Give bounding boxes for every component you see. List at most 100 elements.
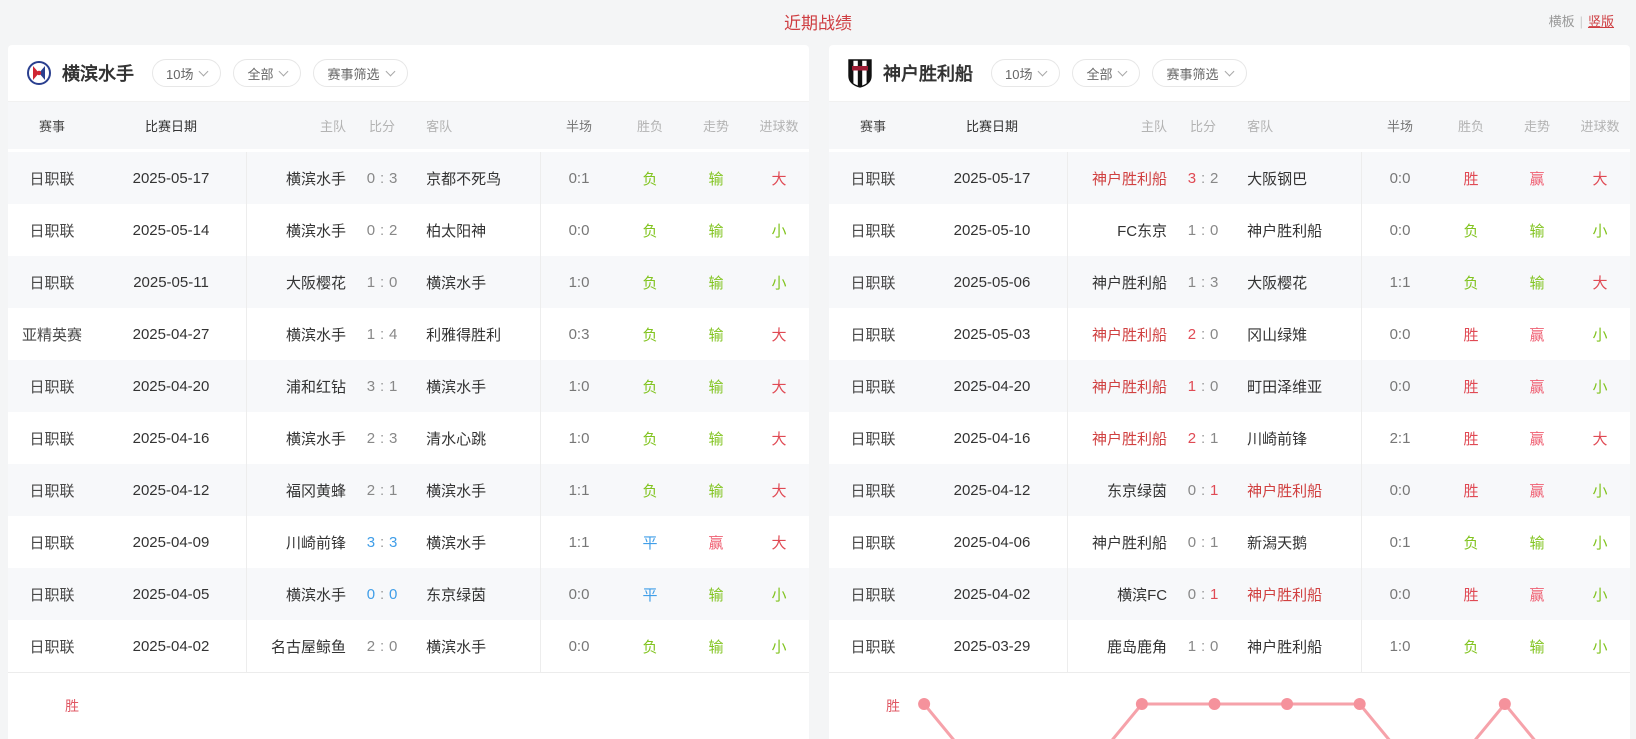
result-flag: 负 bbox=[642, 482, 658, 500]
match-date: 2025-04-16 bbox=[132, 429, 210, 447]
home-team-name[interactable]: 神户胜利船 bbox=[1092, 326, 1168, 344]
result-flag: 负 bbox=[642, 170, 658, 188]
away-team-name[interactable]: 新潟天鹅 bbox=[1247, 534, 1308, 552]
team-name[interactable]: 神户胜利船 bbox=[883, 64, 973, 84]
panel-vissel-kobe: 神户胜利船 10场 全部 赛事筛选 赛事 比赛日期 主队 比分 客队 半场 bbox=[829, 45, 1630, 739]
home-team-name[interactable]: 神户胜利船 bbox=[1092, 430, 1168, 448]
match-row[interactable]: 日职联 2025-05-17 横滨水手 0 : 3 京都不死鸟 0:1 负 输 … bbox=[8, 152, 809, 204]
home-score: 0 bbox=[366, 585, 376, 603]
home-team-name[interactable]: 神户胜利船 bbox=[1092, 170, 1168, 188]
filter-scope[interactable]: 全部 bbox=[233, 59, 302, 87]
away-team-name[interactable]: 横滨水手 bbox=[426, 274, 487, 292]
away-team-name[interactable]: 横滨水手 bbox=[426, 534, 487, 552]
away-team-name[interactable]: 大阪樱花 bbox=[1247, 274, 1308, 292]
home-team-name[interactable]: 横滨水手 bbox=[286, 170, 347, 188]
match-row[interactable]: 日职联 2025-04-05 横滨水手 0 : 0 东京绿茵 0:0 平 输 小 bbox=[8, 568, 809, 620]
result-flag: 负 bbox=[642, 222, 658, 240]
away-team-name[interactable]: 冈山绿雉 bbox=[1247, 326, 1308, 344]
away-team-name[interactable]: 神户胜利船 bbox=[1247, 482, 1323, 500]
full-time-score: 3 : 3 bbox=[346, 534, 418, 551]
filter-event[interactable]: 赛事筛选 bbox=[1152, 59, 1247, 87]
home-team-name[interactable]: 川崎前锋 bbox=[286, 534, 347, 552]
home-team-name[interactable]: 名古屋鲸鱼 bbox=[271, 638, 347, 656]
away-team-name[interactable]: 町田泽维亚 bbox=[1247, 378, 1323, 396]
away-team-name[interactable]: 清水心跳 bbox=[426, 430, 487, 448]
match-row[interactable]: 日职联 2025-04-20 神户胜利船 1 : 0 町田泽维亚 0:0 胜 赢… bbox=[829, 360, 1630, 412]
trend-flag: 输 bbox=[1529, 638, 1545, 656]
home-team-name[interactable]: 横滨FC bbox=[1117, 586, 1168, 604]
halftime-score: 1:0 bbox=[1389, 637, 1411, 655]
away-team-name[interactable]: 横滨水手 bbox=[426, 638, 487, 656]
filter-match-count[interactable]: 10场 bbox=[152, 59, 222, 87]
goals-flag: 小 bbox=[1592, 482, 1608, 500]
filter-scope[interactable]: 全部 bbox=[1072, 59, 1141, 87]
home-team-name[interactable]: FC东京 bbox=[1117, 222, 1168, 240]
home-team-name[interactable]: 大阪樱花 bbox=[286, 274, 347, 292]
match-row[interactable]: 亚精英赛 2025-04-27 横滨水手 1 : 4 利雅得胜利 0:3 负 输… bbox=[8, 308, 809, 360]
trend-chart-section: 胜 bbox=[829, 672, 1630, 739]
yokohama-marinos-logo-icon bbox=[27, 61, 51, 85]
match-row[interactable]: 日职联 2025-04-20 浦和红钻 3 : 1 横滨水手 1:0 负 输 大 bbox=[8, 360, 809, 412]
home-team-name[interactable]: 鹿岛鹿角 bbox=[1107, 638, 1168, 656]
away-team-name[interactable]: 横滨水手 bbox=[426, 482, 487, 500]
away-team-name[interactable]: 大阪钢巴 bbox=[1247, 170, 1308, 188]
away-team-name[interactable]: 利雅得胜利 bbox=[426, 326, 502, 344]
match-row[interactable]: 日职联 2025-05-17 神户胜利船 3 : 2 大阪钢巴 0:0 胜 赢 … bbox=[829, 152, 1630, 204]
score-colon: : bbox=[1200, 585, 1206, 603]
home-team-name[interactable]: 神户胜利船 bbox=[1092, 534, 1168, 552]
match-row[interactable]: 日职联 2025-04-02 名古屋鲸鱼 2 : 0 横滨水手 0:0 负 输 … bbox=[8, 620, 809, 672]
home-team-name[interactable]: 横滨水手 bbox=[286, 430, 347, 448]
match-row[interactable]: 日职联 2025-05-03 神户胜利船 2 : 0 冈山绿雉 0:0 胜 赢 … bbox=[829, 308, 1630, 360]
team-name[interactable]: 横滨水手 bbox=[62, 64, 134, 84]
match-date: 2025-04-05 bbox=[132, 585, 210, 603]
trend-flag: 输 bbox=[708, 378, 724, 396]
match-row[interactable]: 日职联 2025-04-06 神户胜利船 0 : 1 新潟天鹅 0:1 负 输 … bbox=[829, 516, 1630, 568]
league-name: 日职联 bbox=[850, 378, 896, 396]
home-team-name[interactable]: 神户胜利船 bbox=[1092, 378, 1168, 396]
match-row[interactable]: 日职联 2025-05-10 FC东京 1 : 0 神户胜利船 0:0 负 输 … bbox=[829, 204, 1630, 256]
match-date: 2025-05-10 bbox=[953, 221, 1031, 239]
home-team-name[interactable]: 横滨水手 bbox=[286, 222, 347, 240]
away-team-name[interactable]: 横滨水手 bbox=[426, 378, 487, 396]
trend-flag: 输 bbox=[708, 274, 724, 292]
home-score: 2 bbox=[1187, 429, 1197, 447]
away-score: 1 bbox=[388, 481, 398, 499]
result-flag: 胜 bbox=[1463, 482, 1479, 500]
match-date: 2025-05-11 bbox=[133, 273, 209, 291]
col-header-trend: 走势 bbox=[1523, 119, 1550, 134]
away-team-name[interactable]: 神户胜利船 bbox=[1247, 638, 1323, 656]
match-row[interactable]: 日职联 2025-05-06 神户胜利船 1 : 3 大阪樱花 1:1 负 输 … bbox=[829, 256, 1630, 308]
full-time-score: 2 : 0 bbox=[1167, 326, 1239, 343]
away-team-name[interactable]: 柏太阳神 bbox=[426, 222, 487, 240]
trend-flag: 输 bbox=[708, 170, 724, 188]
away-team-name[interactable]: 东京绿茵 bbox=[426, 586, 487, 604]
match-row[interactable]: 日职联 2025-04-12 福冈黄蜂 2 : 1 横滨水手 1:1 负 输 大 bbox=[8, 464, 809, 516]
match-row[interactable]: 日职联 2025-03-29 鹿岛鹿角 1 : 0 神户胜利船 1:0 负 输 … bbox=[829, 620, 1630, 672]
match-row[interactable]: 日职联 2025-04-09 川崎前锋 3 : 3 横滨水手 1:1 平 赢 大 bbox=[8, 516, 809, 568]
home-team-name[interactable]: 横滨水手 bbox=[286, 326, 347, 344]
home-team-name[interactable]: 东京绿茵 bbox=[1107, 482, 1168, 500]
goals-flag: 小 bbox=[771, 586, 787, 604]
match-row[interactable]: 日职联 2025-04-02 横滨FC 0 : 1 神户胜利船 0:0 胜 赢 … bbox=[829, 568, 1630, 620]
home-team-name[interactable]: 神户胜利船 bbox=[1092, 274, 1168, 292]
home-team-name[interactable]: 浦和红钻 bbox=[286, 378, 347, 396]
match-row[interactable]: 日职联 2025-04-16 横滨水手 2 : 3 清水心跳 1:0 负 输 大 bbox=[8, 412, 809, 464]
goals-flag: 大 bbox=[1592, 430, 1608, 448]
halftime-score: 0:0 bbox=[1389, 585, 1411, 603]
away-team-name[interactable]: 京都不死鸟 bbox=[426, 170, 502, 188]
match-row[interactable]: 日职联 2025-05-14 横滨水手 0 : 2 柏太阳神 0:0 负 输 小 bbox=[8, 204, 809, 256]
filter-match-count[interactable]: 10场 bbox=[991, 59, 1061, 87]
home-team-name[interactable]: 福冈黄蜂 bbox=[286, 482, 347, 500]
home-team-name[interactable]: 横滨水手 bbox=[286, 586, 347, 604]
away-team-name[interactable]: 神户胜利船 bbox=[1247, 222, 1323, 240]
away-team-name[interactable]: 川崎前锋 bbox=[1247, 430, 1308, 448]
trend-flag: 赢 bbox=[708, 534, 724, 552]
league-name: 日职联 bbox=[29, 378, 75, 396]
match-row[interactable]: 日职联 2025-04-12 东京绿茵 0 : 1 神户胜利船 0:0 胜 赢 … bbox=[829, 464, 1630, 516]
toggle-vertical[interactable]: 竖版 bbox=[1587, 14, 1614, 29]
match-row[interactable]: 日职联 2025-04-16 神户胜利船 2 : 1 川崎前锋 2:1 胜 赢 … bbox=[829, 412, 1630, 464]
toggle-horizontal[interactable]: 横板 bbox=[1548, 14, 1575, 29]
away-team-name[interactable]: 神户胜利船 bbox=[1247, 586, 1323, 604]
filter-event[interactable]: 赛事筛选 bbox=[313, 59, 408, 87]
match-row[interactable]: 日职联 2025-05-11 大阪樱花 1 : 0 横滨水手 1:0 负 输 小 bbox=[8, 256, 809, 308]
